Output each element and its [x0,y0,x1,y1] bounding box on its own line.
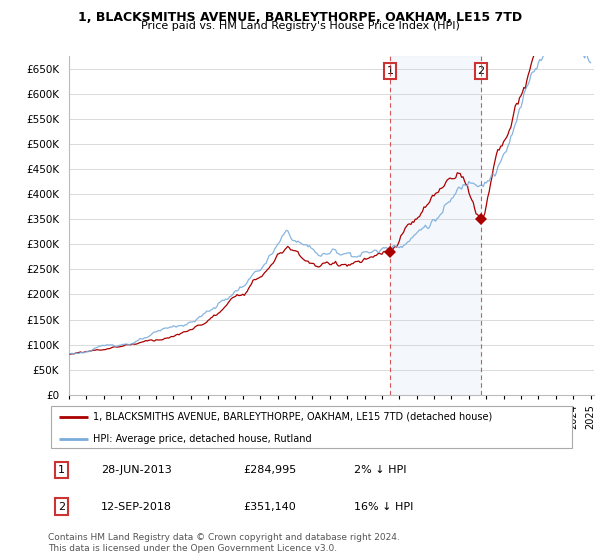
Text: 1: 1 [386,66,394,76]
Text: 16% ↓ HPI: 16% ↓ HPI [354,502,413,511]
Text: 1, BLACKSMITHS AVENUE, BARLEYTHORPE, OAKHAM, LE15 7TD: 1, BLACKSMITHS AVENUE, BARLEYTHORPE, OAK… [78,11,522,24]
Text: £284,995: £284,995 [244,465,296,475]
FancyBboxPatch shape [50,405,572,449]
Text: Price paid vs. HM Land Registry's House Price Index (HPI): Price paid vs. HM Land Registry's House … [140,21,460,31]
Text: 2: 2 [478,66,485,76]
Text: £351,140: £351,140 [244,502,296,511]
Text: 1, BLACKSMITHS AVENUE, BARLEYTHORPE, OAKHAM, LE15 7TD (detached house): 1, BLACKSMITHS AVENUE, BARLEYTHORPE, OAK… [93,412,492,422]
Text: 2: 2 [58,502,65,511]
Text: 28-JUN-2013: 28-JUN-2013 [101,465,172,475]
Text: HPI: Average price, detached house, Rutland: HPI: Average price, detached house, Rutl… [93,434,311,444]
Text: 1: 1 [58,465,65,475]
Text: 2% ↓ HPI: 2% ↓ HPI [354,465,407,475]
Text: Contains HM Land Registry data © Crown copyright and database right 2024.
This d: Contains HM Land Registry data © Crown c… [48,533,400,553]
Bar [390,56,481,395]
Text: 12-SEP-2018: 12-SEP-2018 [101,502,172,511]
